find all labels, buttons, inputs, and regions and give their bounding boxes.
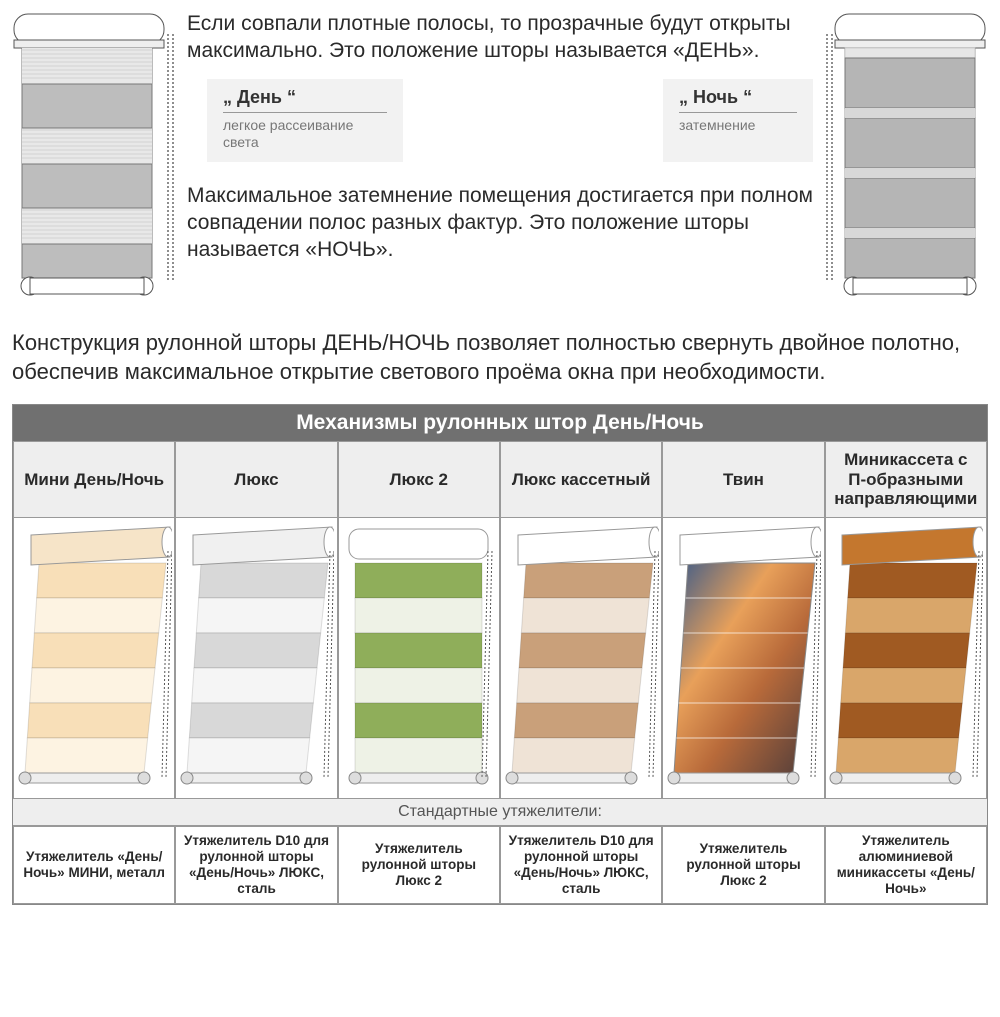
col-header-4: Твин <box>662 441 824 518</box>
weight-1: Утяжелитель D10 для рулонной шторы «День… <box>175 826 337 905</box>
product-image-5 <box>825 518 987 798</box>
weight-0: Утяжелитель «День/Ночь» МИНИ, металл <box>13 826 175 905</box>
top-section: Если совпали плотные полосы, то прозрачн… <box>12 10 988 310</box>
product-image-3 <box>500 518 662 798</box>
weight-5: Утяжелитель алюминиевой миникассеты «Ден… <box>825 826 987 905</box>
table-footer-row: Утяжелитель «День/Ночь» МИНИ, металл Утя… <box>13 826 987 905</box>
mode-day-sub: легкое рассеивание света <box>223 117 387 152</box>
mode-night-sub: затемнение <box>679 117 797 135</box>
top-middle: Если совпали плотные полосы, то прозрачн… <box>187 10 813 310</box>
col-header-5: Миникассета с П‑образными направляющими <box>825 441 987 518</box>
weight-4: Утяжелитель рулонной шторы Люкс 2 <box>662 826 824 905</box>
mode-cards: „ День “ легкое рассеивание света „ Ночь… <box>207 79 813 162</box>
diagram-day <box>12 10 177 310</box>
weights-title: Стандартные утяжелители: <box>13 798 987 826</box>
product-image-2 <box>338 518 500 798</box>
table-image-row <box>13 518 987 798</box>
intro-para-1: Если совпали плотные полосы, то прозрачн… <box>187 10 813 65</box>
mode-night-title: „ Ночь “ <box>679 87 797 113</box>
weight-2: Утяжелитель рулонной шторы Люкс 2 <box>338 826 500 905</box>
product-image-4 <box>662 518 824 798</box>
col-header-2: Люкс 2 <box>338 441 500 518</box>
product-image-0 <box>13 518 175 798</box>
mode-card-day: „ День “ легкое рассеивание света <box>207 79 403 162</box>
table-title: Механизмы рулонных штор День/Ночь <box>13 405 987 441</box>
col-header-0: Мини День/Ночь <box>13 441 175 518</box>
mode-card-night: „ Ночь “ затемнение <box>663 79 813 162</box>
intro-para-3: Конструкция рулонной шторы ДЕНЬ/НОЧЬ поз… <box>12 328 988 386</box>
product-image-1 <box>175 518 337 798</box>
weight-3: Утяжелитель D10 для рулонной шторы «День… <box>500 826 662 905</box>
table-header-row: Мини День/Ночь Люкс Люкс 2 Люкс кассетны… <box>13 441 987 518</box>
intro-para-2: Максимальное затемнение помещения достиг… <box>187 182 813 264</box>
mode-day-title: „ День “ <box>223 87 387 113</box>
diagram-night <box>823 10 988 310</box>
mechanisms-table: Механизмы рулонных штор День/Ночь Мини Д… <box>12 404 988 905</box>
col-header-3: Люкс кассетный <box>500 441 662 518</box>
col-header-1: Люкс <box>175 441 337 518</box>
